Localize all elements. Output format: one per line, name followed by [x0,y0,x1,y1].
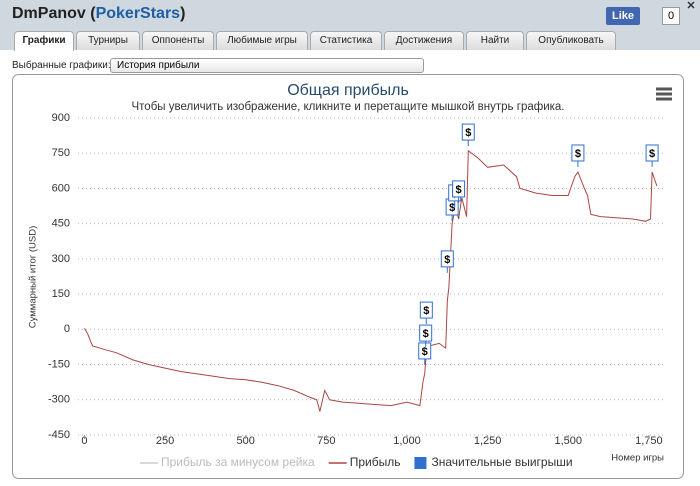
y-tick-label: 900 [52,112,70,124]
flag [418,342,432,360]
title-suffix: ) [180,5,186,22]
chart-select[interactable]: История прибыли [110,58,424,73]
tab[interactable]: Опубликовать [526,31,616,50]
flag-label: $ [465,127,471,139]
x-tick-label: 1,000 [393,435,421,447]
y-tick-label: 750 [52,147,70,159]
flag-label: $ [444,254,450,266]
tab[interactable]: Любимые игры [216,31,308,50]
legend-label: Прибыль за минусом рейка [161,455,315,469]
y-tick-label: 600 [52,182,70,194]
y-axis-label: Суммарный итог (USD) [28,226,39,328]
y-tick-label: -150 [48,358,70,370]
flag-label: $ [449,202,455,214]
x-tick-label: 1,250 [474,435,502,447]
tab[interactable]: Статистика [310,31,382,50]
like-button[interactable]: Like [606,7,641,25]
x-tick-label: 1,500 [554,435,582,447]
y-tick-label: 150 [52,288,70,300]
tab[interactable]: Найти [466,31,524,50]
like-count: 0 [662,7,681,25]
y-tick-label: -450 [48,429,70,441]
y-tick-label: 300 [52,253,70,265]
flag [461,123,475,141]
legend-swatch [414,457,427,469]
site-name[interactable]: PokerStars [95,5,181,22]
flag [571,144,585,162]
chart-title: Общая прибыль [287,82,409,99]
content-panel [0,50,700,486]
y-tick-label: 450 [52,218,70,230]
chart-frame [12,74,684,479]
y-tick-label: 0 [64,323,70,335]
flag-label: $ [456,184,462,196]
flag [419,324,433,342]
menu-icon[interactable] [656,87,672,101]
flag [440,250,454,268]
legend-label: Значительные выигрыши [431,455,572,469]
close-icon[interactable] [687,1,695,9]
tab[interactable]: Графики [14,31,74,51]
flag-label: $ [423,305,429,317]
selector-label: Выбранные графики: [12,60,111,71]
flag-label: $ [649,148,655,160]
x-axis-label: Номер игры [611,453,664,464]
flag [452,180,466,198]
tab[interactable]: Оппоненты [142,31,214,50]
user-name: DmPanov ( [12,5,96,22]
flag [645,144,659,162]
tab[interactable]: Турниры [76,31,140,50]
tab[interactable]: Достижения [384,31,464,50]
flag-label: $ [575,148,581,160]
flag [419,301,433,319]
profit-line [84,149,658,412]
x-tick-label: 1,750 [635,435,663,447]
chart-subtitle: Чтобы увеличить изображение, кликните и … [132,101,565,113]
x-tick-label: 750 [317,435,335,447]
x-tick-label: 0 [81,435,87,447]
y-tick-label: -300 [48,394,70,406]
flag-label: $ [423,328,429,340]
window-title: DmPanov (PokerStars) [12,5,185,23]
x-tick-label: 500 [237,435,255,447]
flag-label: $ [422,346,428,358]
x-tick-label: 250 [156,435,174,447]
legend-label: Прибыль [350,455,401,469]
